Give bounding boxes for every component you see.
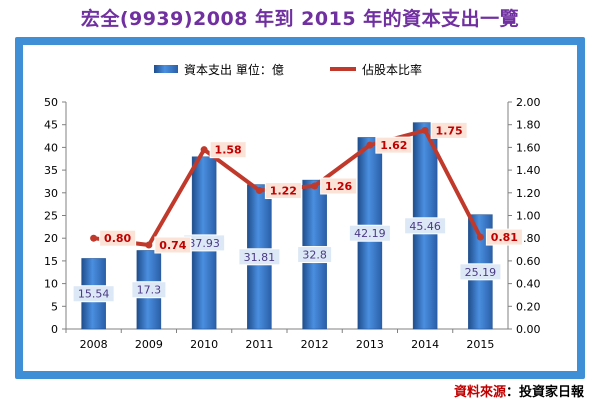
x-tick-label: 2010 [190,338,218,351]
y-left-tick-label: 30 [44,187,58,200]
x-tick-label: 2013 [356,338,384,351]
bar-value-label: 42.19 [354,227,386,240]
line-value-label: 1.75 [436,124,463,137]
bar-value-label: 37.93 [188,237,220,250]
y-right-tick-label: 1.60 [516,141,541,154]
y-left-tick-label: 15 [44,255,58,268]
line-point [476,233,484,241]
y-left-tick-label: 25 [44,210,58,223]
line-value-label: 0.81 [491,231,518,244]
line-point [90,234,98,242]
line-value-label-bg [209,141,247,159]
bar-value-label-bg [404,217,447,235]
source-label: 資料來源 [453,385,506,400]
bar-value-label-bg [348,224,391,242]
line-point [255,187,263,195]
y-right-tick-label: 0.40 [516,278,541,291]
line-point [145,241,153,249]
line-value-label: 1.22 [270,185,297,198]
y-right-tick-label: 1.00 [516,210,541,223]
legend-bar-swatch [154,65,178,73]
y-right-tick-label: 0.60 [516,255,541,268]
bar-value-label: 31.81 [244,251,276,264]
y-left-tick-label: 5 [51,300,58,313]
line-value-label: 0.80 [104,232,131,245]
line-point [200,146,208,154]
bar-value-label-bg [238,248,281,266]
x-tick-label: 2008 [80,338,108,351]
line-point [366,141,374,149]
y-right-tick-label: 1.80 [516,119,541,132]
y-left-tick-label: 40 [44,141,58,154]
line-value-label: 1.26 [325,180,352,193]
line-value-label-bg [320,177,358,195]
y-left-tick-label: 45 [44,119,58,132]
bar-value-label: 32.8 [302,249,327,262]
legend-line-label: 佔股本比率 [362,62,422,77]
line-value-label: 1.58 [215,144,242,157]
y-left-tick-label: 0 [51,323,58,336]
x-tick-label: 2014 [411,338,439,351]
x-tick-label: 2012 [301,338,329,351]
line-value-label: 0.74 [159,239,186,252]
bar-value-label: 15.54 [78,288,110,301]
y-left-tick-label: 10 [44,278,58,291]
line-point [311,182,319,190]
y-right-tick-label: 1.40 [516,164,541,177]
x-tick-label: 2015 [466,338,494,351]
source-note: 資料來源：投資家日報 [454,381,584,400]
line-value-label-bg [264,182,302,200]
y-right-tick-label: 2.00 [516,96,541,109]
bar-value-label-bg [297,246,333,264]
line-value-label-bg [430,121,468,139]
line-value-label-bg [485,228,523,246]
y-right-tick-label: 1.20 [516,187,541,200]
y-right-tick-label: 0.20 [516,300,541,313]
line-value-label-bg [99,229,137,247]
line-value-label-bg [154,236,192,254]
bar-value-label: 45.46 [409,220,441,233]
y-left-tick-label: 20 [44,232,58,245]
line-point [421,126,429,134]
x-tick-label: 2011 [245,338,273,351]
y-right-tick-label: 0.00 [516,323,541,336]
source-value: 投資家日報 [518,385,584,400]
legend-bar-label: 資本支出 單位：億 [184,62,284,77]
y-left-tick-label: 35 [44,164,58,177]
x-tick-label: 2009 [135,338,163,351]
line-value-label: 1.62 [380,139,407,152]
source-separator: ： [505,385,519,400]
bar-value-label: 17.3 [137,284,162,297]
bar-value-label: 25.19 [465,266,497,279]
bar-value-label-bg [459,263,502,281]
y-left-tick-label: 50 [44,96,58,109]
bar-value-label-bg [131,281,167,299]
line-value-label-bg [375,136,413,154]
bar-value-label-bg [72,285,115,303]
chart-title: 宏全(9939)2008 年到 2015 年的資本支出一覽 [80,8,520,30]
